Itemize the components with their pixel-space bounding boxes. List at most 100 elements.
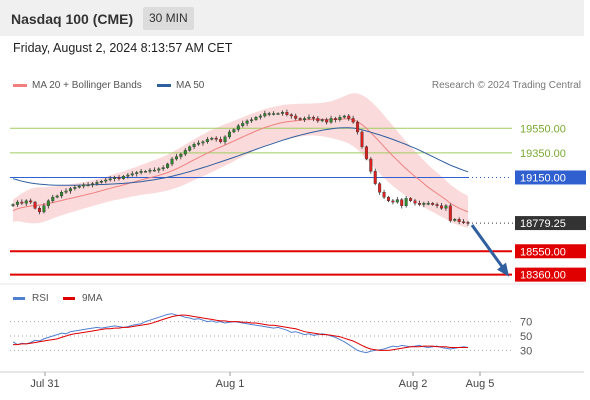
candle bbox=[254, 117, 258, 120]
candle bbox=[210, 137, 214, 140]
candle bbox=[144, 171, 148, 173]
candle bbox=[303, 118, 307, 120]
candle bbox=[60, 192, 64, 197]
candle bbox=[188, 146, 192, 151]
candle bbox=[29, 200, 33, 203]
candle bbox=[395, 199, 399, 203]
candle bbox=[130, 173, 134, 176]
legend-ma20-label: MA 20 + Bollinger Bands bbox=[32, 80, 142, 91]
candle bbox=[38, 208, 42, 213]
rsi-tick-label: 30 bbox=[520, 345, 532, 357]
level-label: 19350.00 bbox=[520, 148, 566, 160]
candle bbox=[148, 169, 152, 172]
candle bbox=[426, 203, 430, 205]
legend-rsi-label: RSI bbox=[32, 293, 49, 304]
legend-9ma-label: 9MA bbox=[82, 293, 103, 304]
candle bbox=[435, 204, 439, 206]
candle bbox=[311, 117, 315, 119]
candle bbox=[11, 204, 15, 206]
legend-ma20-swatch bbox=[13, 83, 27, 87]
x-tick-label: Aug 5 bbox=[466, 378, 495, 390]
chart-header: Nasdaq 100 (CME) 30 MIN bbox=[0, 0, 584, 36]
candle bbox=[86, 184, 90, 187]
level-label-box bbox=[515, 244, 586, 259]
candle bbox=[325, 119, 329, 123]
candle bbox=[294, 115, 298, 119]
candle bbox=[258, 115, 262, 118]
candle bbox=[170, 158, 174, 165]
candle bbox=[342, 115, 346, 118]
candle bbox=[135, 172, 139, 174]
level-label: 18360.00 bbox=[520, 270, 566, 282]
candle bbox=[413, 200, 417, 204]
candle bbox=[166, 163, 170, 168]
candle bbox=[276, 113, 280, 115]
level-label-box bbox=[515, 267, 586, 282]
candle bbox=[378, 183, 382, 193]
candle bbox=[267, 113, 271, 115]
candle bbox=[33, 201, 37, 209]
legend-ma50-label: MA 50 bbox=[176, 80, 205, 91]
candle bbox=[214, 137, 218, 140]
candle bbox=[99, 180, 103, 183]
candle bbox=[431, 203, 435, 205]
candle bbox=[219, 139, 223, 143]
candle bbox=[121, 176, 125, 179]
candle bbox=[113, 177, 117, 179]
level-label: 18550.00 bbox=[520, 246, 566, 258]
instrument-title: Nasdaq 100 (CME) bbox=[11, 11, 134, 27]
candle bbox=[73, 187, 77, 189]
candle bbox=[448, 205, 452, 221]
candle bbox=[400, 199, 404, 206]
candle bbox=[241, 123, 245, 127]
candle bbox=[183, 150, 187, 155]
candle bbox=[453, 219, 457, 221]
candle bbox=[280, 112, 284, 114]
candle bbox=[174, 156, 178, 160]
candle bbox=[444, 205, 448, 209]
candle bbox=[126, 174, 130, 177]
rsi-line bbox=[12, 313, 469, 354]
candle bbox=[329, 118, 333, 123]
rsi-tick-label: 50 bbox=[520, 331, 532, 343]
level-label: 19150.00 bbox=[520, 172, 566, 184]
level-label-box bbox=[515, 216, 586, 231]
level-label: 19550.00 bbox=[520, 123, 566, 135]
candle bbox=[179, 153, 183, 157]
candle bbox=[417, 203, 421, 205]
x-tick-label: Aug 1 bbox=[216, 378, 245, 390]
level-label-box bbox=[515, 170, 586, 185]
legend-rsi: RSI bbox=[13, 293, 49, 304]
candle bbox=[404, 198, 408, 206]
candle bbox=[15, 201, 19, 205]
candle bbox=[91, 183, 95, 186]
candle bbox=[320, 119, 324, 122]
candle bbox=[360, 131, 364, 147]
legend-ma20-bb: MA 20 + Bollinger Bands bbox=[13, 80, 142, 91]
candle bbox=[192, 144, 196, 147]
candle bbox=[466, 222, 470, 224]
forecast-arrow-shaft bbox=[470, 224, 507, 272]
level-label: 18779.25 bbox=[520, 218, 566, 230]
candle bbox=[20, 201, 24, 204]
rsi-9ma-line bbox=[13, 314, 468, 351]
candle bbox=[117, 177, 121, 179]
candle bbox=[161, 167, 165, 170]
candle bbox=[356, 121, 360, 133]
timestamp: Friday, August 2, 2024 8:13:57 AM CET bbox=[13, 41, 233, 55]
candle bbox=[197, 142, 201, 145]
candle bbox=[55, 195, 59, 198]
candle bbox=[289, 114, 293, 117]
x-tick-label: Aug 2 bbox=[399, 378, 428, 390]
x-tick-label: Jul 31 bbox=[30, 378, 59, 390]
timeframe-button[interactable]: 30 MIN bbox=[143, 7, 194, 30]
candle bbox=[95, 182, 99, 184]
candle bbox=[285, 112, 289, 115]
candle bbox=[373, 171, 377, 184]
rsi-tick-label: 70 bbox=[520, 317, 532, 329]
candle bbox=[245, 120, 249, 124]
candle bbox=[205, 139, 209, 143]
candle bbox=[232, 129, 236, 133]
legend-9ma-swatch bbox=[63, 296, 75, 300]
